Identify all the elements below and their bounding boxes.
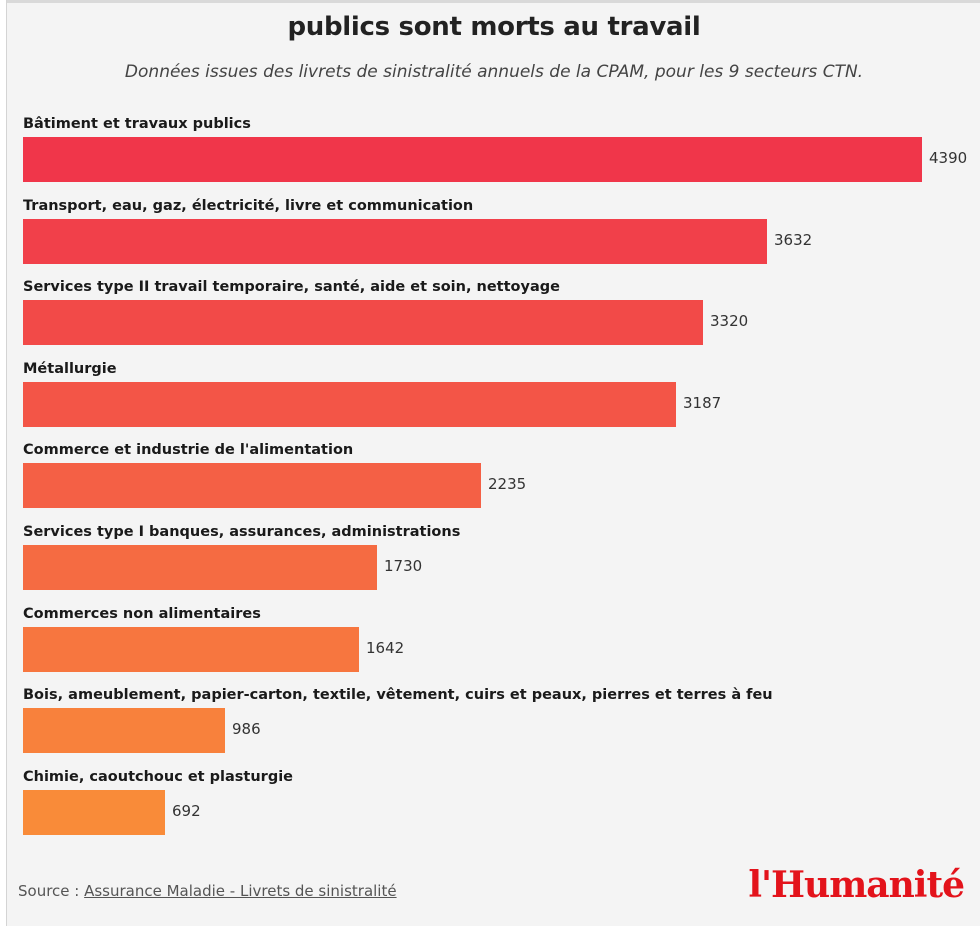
category-label: Transport, eau, gaz, électricité, livre … <box>23 197 474 214</box>
bar <box>23 381 676 427</box>
bar <box>23 300 703 346</box>
chart-frame: publics sont morts au travail Données is… <box>6 0 980 926</box>
bar <box>23 545 377 590</box>
humanite-logo: l'Humanité <box>748 864 965 906</box>
bar-plot-area: Bâtiment et travaux publics 4390 Transport… <box>7 0 980 926</box>
bar <box>23 137 922 182</box>
category-label: Services type II travail temporaire, san… <box>23 279 560 296</box>
category-label: Bâtiment et travaux publics <box>23 116 251 132</box>
value-label: 1642 <box>366 638 405 657</box>
top-divider <box>7 0 980 3</box>
bar <box>23 789 165 835</box>
chart-title: publics sont morts au travail <box>287 12 701 42</box>
value-label: 3632 <box>774 230 813 249</box>
value-label: 3320 <box>710 312 749 331</box>
category-label: Bois, ameublement, papier-carton, textil… <box>23 687 773 704</box>
bar <box>23 218 767 264</box>
bar <box>23 626 359 672</box>
value-label: 3187 <box>683 393 722 412</box>
category-label: Commerce et industrie de l'alimentation <box>23 442 354 459</box>
category-label: Métallurgie <box>23 360 117 377</box>
category-label: Chimie, caoutchouc et plasturgie <box>23 768 294 785</box>
chart-subtitle: Données issues des livrets de sinistrali… <box>124 62 864 82</box>
source-note: Source : Assurance Maladie - Livrets de … <box>18 882 397 900</box>
source-prefix: Source : <box>18 882 85 900</box>
category-label: Commerces non alimentaires <box>23 605 261 622</box>
bar <box>23 463 481 509</box>
source-link[interactable]: Assurance Maladie - Livrets de sinistral… <box>84 882 397 900</box>
value-label: 986 <box>232 720 261 739</box>
bar <box>23 708 225 754</box>
value-label: 1730 <box>384 557 423 575</box>
value-label: 692 <box>172 801 201 820</box>
category-label: Services type I banques, assurances, adm… <box>23 524 461 540</box>
value-label: 4390 <box>929 149 968 167</box>
value-label: 2235 <box>488 475 527 494</box>
